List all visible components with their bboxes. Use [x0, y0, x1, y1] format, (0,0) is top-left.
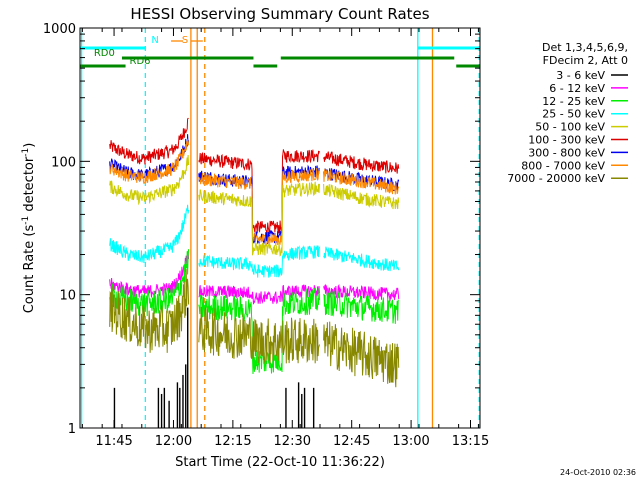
legend-entry-8: 7000 - 20000 keV	[507, 172, 605, 185]
y-axis-label-sup2: -1	[21, 148, 31, 157]
legend-entry-2: 12 - 25 keV	[542, 95, 605, 108]
series-line-4-1	[198, 245, 320, 278]
legend-entry-3: 25 - 50 keV	[542, 108, 605, 121]
series-line-6-2	[323, 290, 399, 324]
series-line-7-0	[109, 269, 190, 353]
series-line-5-0	[109, 250, 190, 298]
legend-header-2: FDecim 2, Att 0	[543, 54, 628, 67]
series-line-6-0	[109, 249, 190, 317]
series-line-5-1	[198, 284, 320, 305]
x-axis-label: Start Time (22-Oct-10 11:36:22)	[175, 455, 385, 470]
series-line-3-1	[198, 181, 320, 257]
x-tick-label-3: 12:30	[274, 434, 311, 449]
timestamp: 24-Oct-2010 02:36	[560, 468, 636, 477]
series-line-0-0	[109, 117, 189, 165]
legend-header-1: Det 1,3,4,5,6,9,	[542, 41, 628, 54]
y-axis-label-part1: Count Rate (s	[22, 225, 37, 314]
series-line-7-2	[323, 321, 400, 388]
series-line-6-1	[198, 287, 320, 375]
series-line-0-1	[198, 149, 320, 235]
x-tick-label-1: 12:00	[155, 434, 192, 449]
series-100-300keV	[109, 117, 400, 235]
legend-entry-7: 800 - 7000 keV	[521, 159, 605, 172]
series-line-4-2	[323, 246, 400, 272]
series-line-3-0	[109, 154, 190, 206]
legend-entry-6: 300 - 800 keV	[528, 146, 605, 159]
series-line-4-0	[109, 204, 190, 264]
y-tick-label-0: 1	[68, 422, 76, 437]
legend-entry-1: 6 - 12 keV	[549, 82, 605, 95]
legend-entry-0: 3 - 6 keV	[556, 69, 605, 82]
series-line-2-1	[198, 168, 320, 247]
vertical-line-label-N: N	[151, 35, 158, 46]
plot-area: N S RD0 RD6	[80, 28, 480, 428]
series-3-6keV	[113, 307, 315, 428]
series-800-7000keV	[109, 138, 400, 247]
legend-entry-5: 100 - 300 keV	[528, 134, 605, 147]
series-line-2-2	[323, 168, 400, 195]
bar-label-RD0: RD0	[94, 48, 115, 59]
x-tick-label-0: 11:45	[95, 434, 132, 449]
y-axis-label: Count Rate (s-1 detector-1)	[21, 143, 37, 314]
y-axis-label-part2: detector	[22, 156, 37, 216]
series-7000-20000keV	[109, 269, 400, 388]
series-50-100keV	[109, 154, 400, 257]
y-axis-label-part3: )	[22, 143, 37, 148]
x-tick-label-2: 12:15	[214, 434, 251, 449]
series-line-3-2	[323, 183, 400, 210]
series-line-0-2	[323, 151, 400, 174]
vertical-line-label-S: S	[182, 35, 188, 46]
series-6-12keV	[109, 250, 400, 305]
y-tick-label-3: 1000	[43, 22, 76, 37]
x-tick-label-4: 12:45	[333, 434, 370, 449]
x-tick-label-5: 13:00	[392, 434, 429, 449]
y-tick-label-2: 100	[51, 155, 76, 170]
series-line-7-1	[198, 306, 320, 364]
chart-title: HESSI Observing Summary Count Rates	[130, 5, 429, 23]
y-axis: 1 10 100 1000	[43, 22, 480, 437]
series-line-5-2	[323, 283, 400, 301]
bar-label-RD6: RD6	[130, 56, 151, 67]
legend: Det 1,3,4,5,6,9, FDecim 2, Att 0 3 - 6 k…	[507, 41, 628, 185]
series-25-50keV	[109, 204, 400, 278]
legend-entry-4: 50 - 100 keV	[535, 121, 605, 134]
series-12-25keV	[109, 249, 399, 375]
y-axis-label-sup1: -1	[21, 216, 31, 225]
series-line-2-0	[109, 138, 190, 185]
x-axis: 11:45 12:00 12:15 12:30 12:45 13:00 13:15	[81, 28, 489, 449]
y-tick-label-1: 10	[59, 289, 76, 304]
x-tick-label-6: 13:15	[452, 434, 489, 449]
